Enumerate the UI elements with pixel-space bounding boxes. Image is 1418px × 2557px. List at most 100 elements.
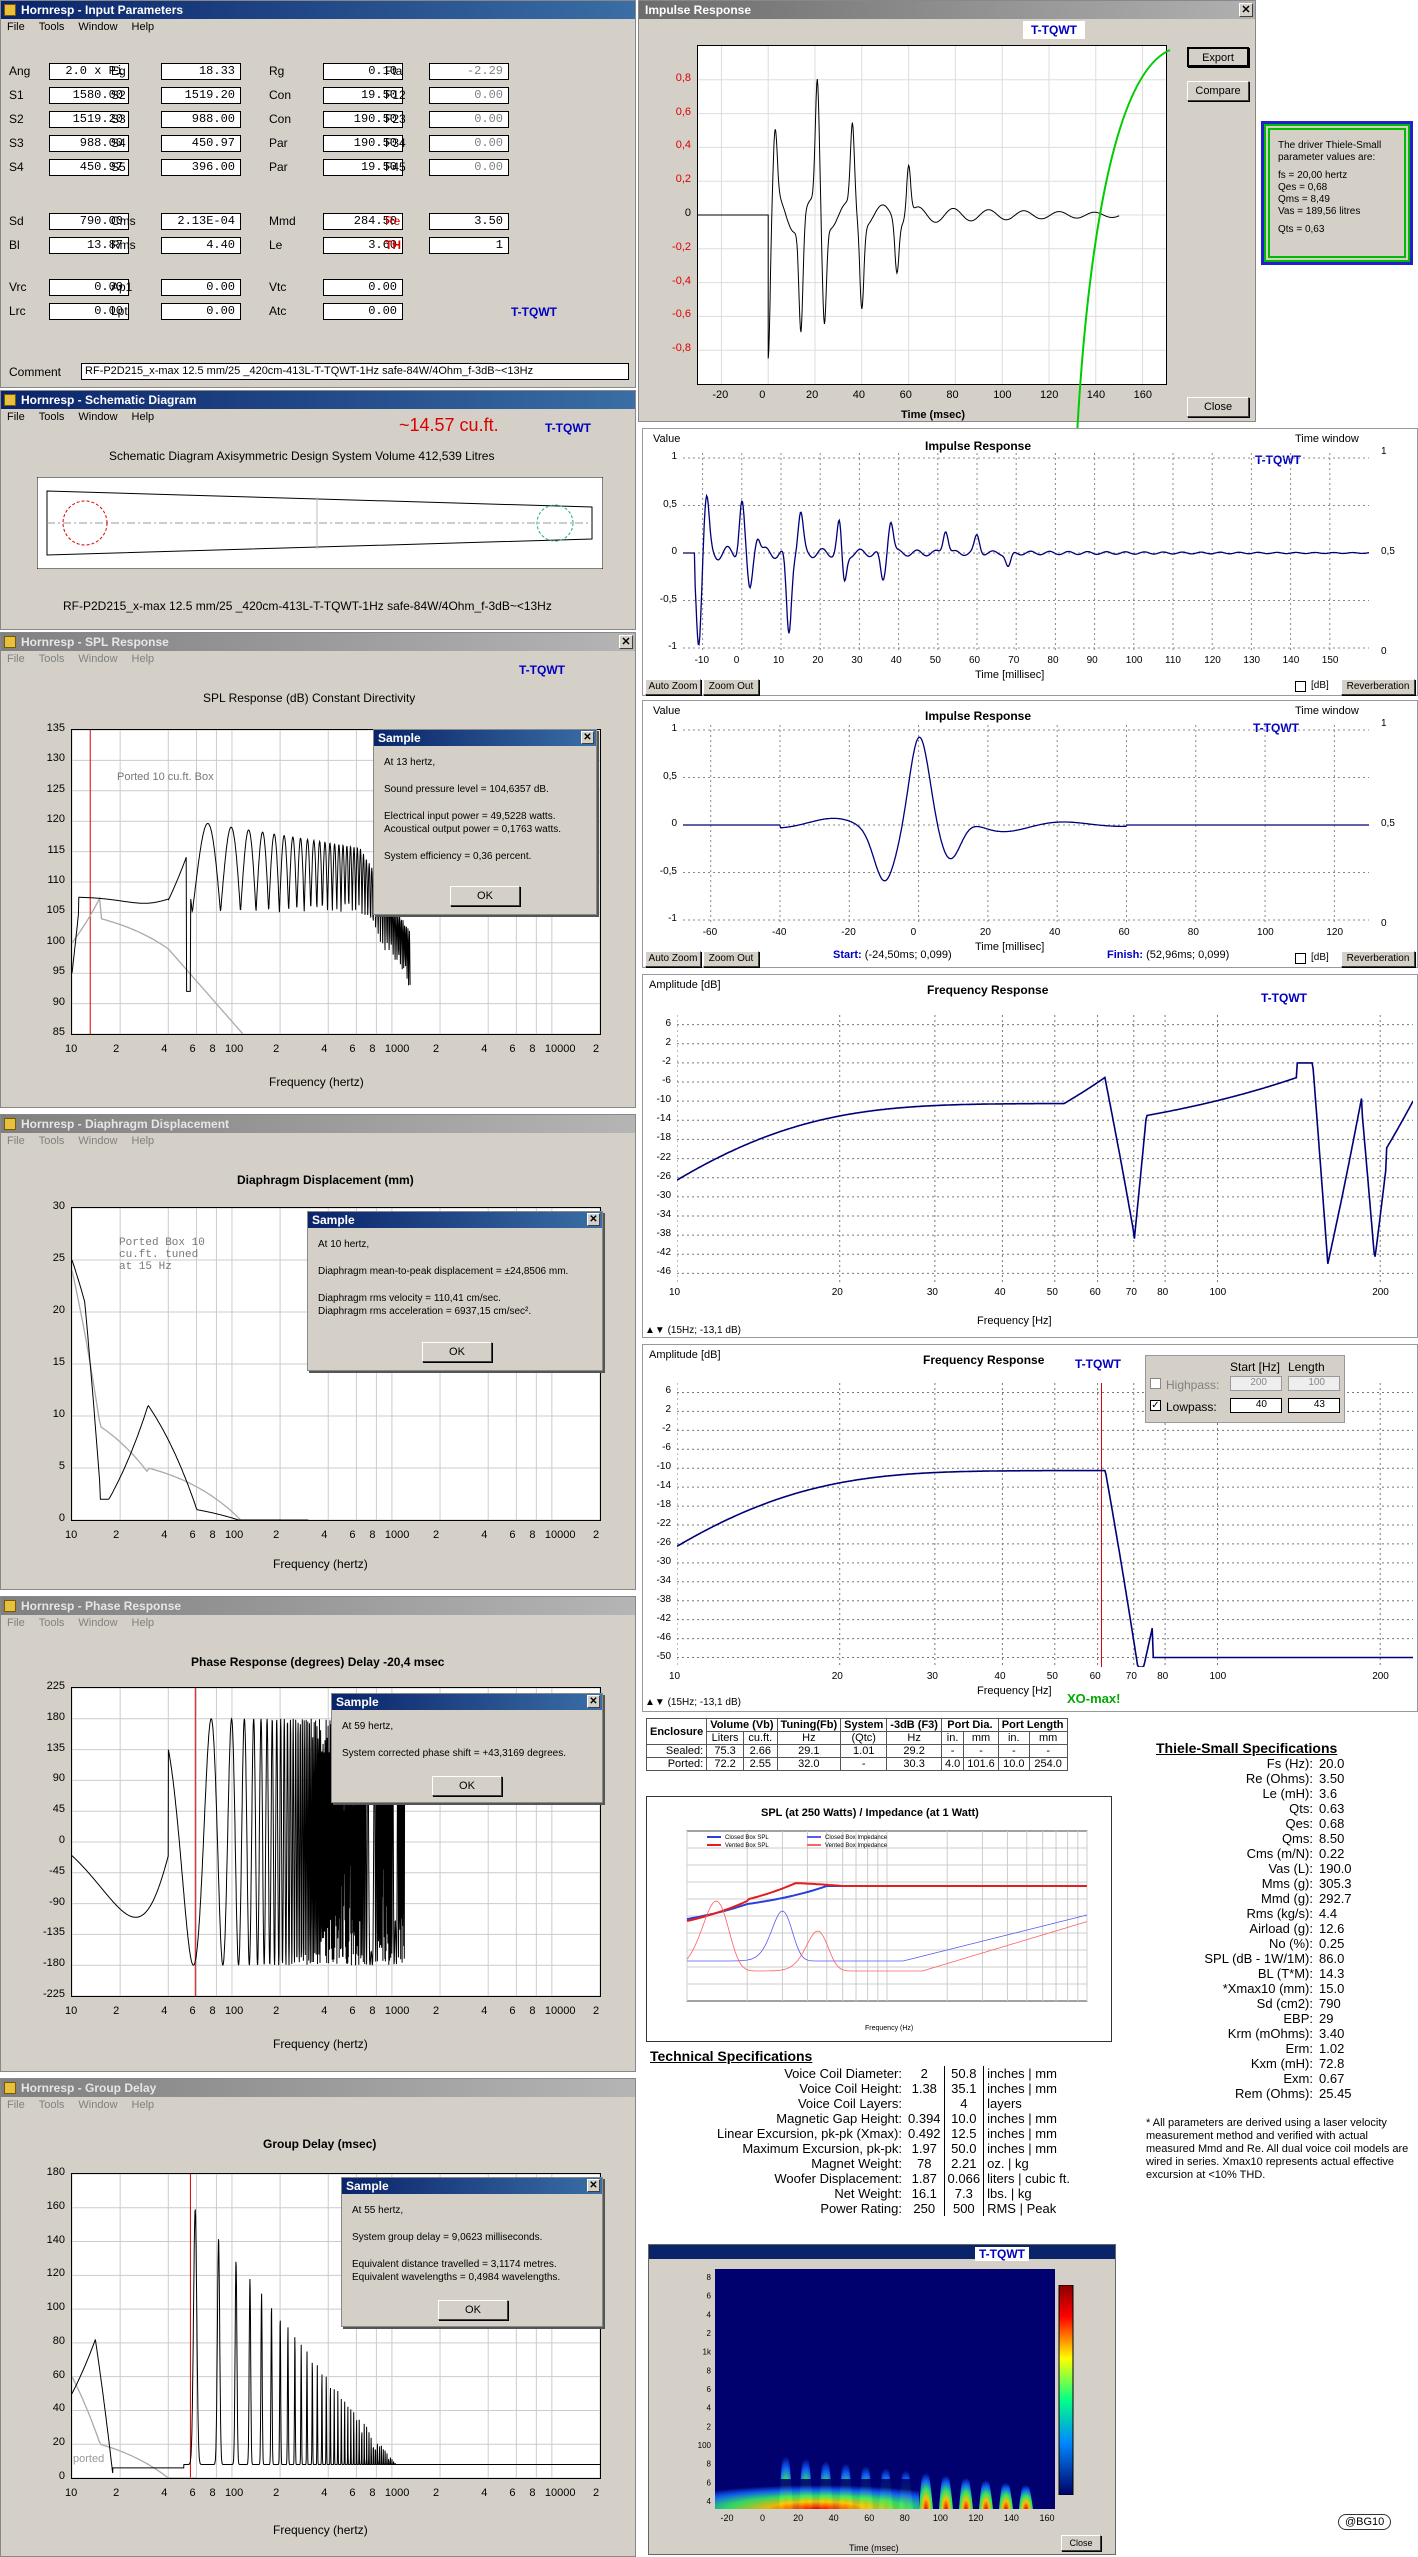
arta-impulse-plot-2[interactable] [683, 725, 1372, 925]
param-fta-field[interactable]: -2.29 [429, 63, 509, 80]
menu-window[interactable]: Window [78, 653, 118, 665]
arta-impulse-plot-1[interactable] [683, 453, 1372, 653]
reverberation-button[interactable]: Reverberation [1341, 951, 1415, 967]
param-vtc-field[interactable]: 0.00 [323, 279, 403, 296]
param-lrc-field[interactable]: 0.00 [49, 303, 129, 320]
menu-tools[interactable]: Tools [38, 653, 65, 665]
group-delay-titlebar[interactable]: Hornresp - Group Delay [1, 2079, 635, 2097]
highpass-length-input[interactable]: 100 [1288, 1376, 1340, 1391]
menu-window[interactable]: Window [78, 1617, 118, 1629]
compare-button[interactable]: Compare [1187, 81, 1249, 101]
param-mmd-field[interactable]: 284.50 [323, 213, 403, 230]
menu-tools[interactable]: Tools [38, 2099, 65, 2111]
menu-file[interactable]: File [7, 653, 25, 665]
param-s3-field[interactable]: 988.00 [161, 111, 241, 128]
menu-help[interactable]: Help [131, 411, 155, 423]
ok-button[interactable]: OK [422, 1342, 492, 1362]
param-le-field[interactable]: 3.60 [323, 237, 403, 254]
lowpass-checkbox[interactable]: ✓ [1150, 1400, 1161, 1411]
menu-tools[interactable]: Tools [38, 411, 65, 423]
export-button[interactable]: Export [1187, 47, 1249, 67]
spectrogram-plot[interactable]: -20 0 20 40 60 80 100 120 140 160 8 6 4 2 1k 8 6 4 2 100 8 6 4 [685, 2265, 1055, 2527]
param-rg-field[interactable]: 0.10 [323, 63, 403, 80]
lowpass-start-input[interactable]: 40 [1230, 1398, 1282, 1413]
close-icon[interactable]: ✕ [581, 731, 594, 744]
param-s3-field[interactable]: 988.00 [49, 135, 129, 152]
phase-titlebar[interactable]: Hornresp - Phase Response [1, 1597, 635, 1615]
param-f45-field[interactable]: 0.00 [429, 159, 509, 176]
menu-tools[interactable]: Tools [38, 21, 65, 33]
menu-file[interactable]: File [7, 2099, 25, 2111]
close-icon[interactable]: ✕ [587, 1695, 600, 1708]
param-lpt-field[interactable]: 0.00 [161, 303, 241, 320]
param-s2-field[interactable]: 1519.20 [161, 87, 241, 104]
param-con-field[interactable]: 190.50 [323, 111, 403, 128]
auto-zoom-button[interactable]: Auto Zoom [645, 951, 701, 967]
param-cms-field[interactable]: 2.13E-04 [161, 213, 241, 230]
param-s1-field[interactable]: 1580.00 [49, 87, 129, 104]
ok-button[interactable]: OK [432, 1776, 502, 1796]
menu-file[interactable]: File [7, 1135, 25, 1147]
menu-window[interactable]: Window [78, 1135, 118, 1147]
close-icon[interactable]: ✕ [587, 1213, 600, 1226]
menu-file[interactable]: File [7, 21, 25, 33]
reverberation-button[interactable]: Reverberation [1341, 679, 1415, 695]
close-icon[interactable]: ✕ [587, 2179, 600, 2192]
menu-help[interactable]: Help [131, 21, 155, 33]
menu-window[interactable]: Window [78, 2099, 118, 2111]
close-button[interactable]: Close [1061, 2535, 1101, 2551]
db-checkbox[interactable] [1295, 681, 1306, 692]
param-f12-field[interactable]: 0.00 [429, 87, 509, 104]
param-s4-field[interactable]: 450.97 [49, 159, 129, 176]
schematic-titlebar[interactable]: Hornresp - Schematic Diagram [1, 391, 635, 409]
menu-file[interactable]: File [7, 411, 25, 423]
param-sd-field[interactable]: 790.00 [49, 213, 129, 230]
menu-help[interactable]: Help [131, 2099, 155, 2111]
displacement-titlebar[interactable]: Hornresp - Diaphragm Displacement [1, 1115, 635, 1133]
input-parameters-titlebar[interactable]: Hornresp - Input Parameters [1, 1, 635, 19]
menu-help[interactable]: Help [131, 1617, 155, 1629]
auto-zoom-button[interactable]: Auto Zoom [645, 679, 701, 695]
highpass-start-input[interactable]: 200 [1230, 1376, 1282, 1391]
comment-field[interactable]: RF-P2D215_x-max 12.5 mm/25 _420cm-413L-T… [81, 363, 629, 380]
ok-button[interactable]: OK [450, 886, 520, 906]
spl-titlebar[interactable]: Hornresp - SPL Response ✕ [1, 633, 635, 651]
param-f34-field[interactable]: 0.00 [429, 135, 509, 152]
zoom-out-button[interactable]: Zoom Out [703, 951, 759, 967]
ok-button[interactable]: OK [438, 2300, 508, 2320]
param-vrc-field[interactable]: 0.00 [49, 279, 129, 296]
param-s5-field[interactable]: 396.00 [161, 159, 241, 176]
menu-help[interactable]: Help [131, 1135, 155, 1147]
param-par-field[interactable]: 190.50 [323, 135, 403, 152]
param-re-field[interactable]: 3.50 [429, 213, 509, 230]
param-bl-field[interactable]: 13.87 [49, 237, 129, 254]
menu-file[interactable]: File [7, 1617, 25, 1629]
impulse-plot[interactable] [697, 45, 1167, 385]
db-checkbox[interactable] [1295, 953, 1306, 964]
param-th-field[interactable]: 1 [429, 237, 509, 254]
menu-tools[interactable]: Tools [38, 1617, 65, 1629]
param-f23-field[interactable]: 0.00 [429, 111, 509, 128]
param-rms-field[interactable]: 4.40 [161, 237, 241, 254]
param-s2-field[interactable]: 1519.20 [49, 111, 129, 128]
menu-tools[interactable]: Tools [38, 1135, 65, 1147]
param-par-field[interactable]: 19.50 [323, 159, 403, 176]
param-con-field[interactable]: 19.50 [323, 87, 403, 104]
spectrogram-titlebar[interactable] [649, 2245, 1115, 2259]
impulse-titlebar[interactable]: Impulse Response ✕ [639, 1, 1255, 19]
param-ap1-field[interactable]: 0.00 [161, 279, 241, 296]
param-atc-field[interactable]: 0.00 [323, 303, 403, 320]
menu-help[interactable]: Help [131, 653, 155, 665]
param-eg-field[interactable]: 18.33 [161, 63, 241, 80]
highpass-checkbox[interactable] [1150, 1378, 1161, 1389]
menu-window[interactable]: Window [78, 411, 118, 423]
param-ang-field[interactable]: 2.0 x Pi [49, 63, 129, 80]
freq-response-plot-1[interactable] [676, 1015, 1414, 1283]
close-button[interactable]: Close [1187, 397, 1249, 417]
close-icon[interactable]: ✕ [1239, 3, 1253, 17]
param-s4-field[interactable]: 450.97 [161, 135, 241, 152]
close-icon[interactable]: ✕ [619, 635, 633, 649]
menu-window[interactable]: Window [78, 21, 118, 33]
freq-response-plot-2[interactable] [676, 1383, 1413, 1668]
lowpass-length-input[interactable]: 43 [1288, 1398, 1340, 1413]
